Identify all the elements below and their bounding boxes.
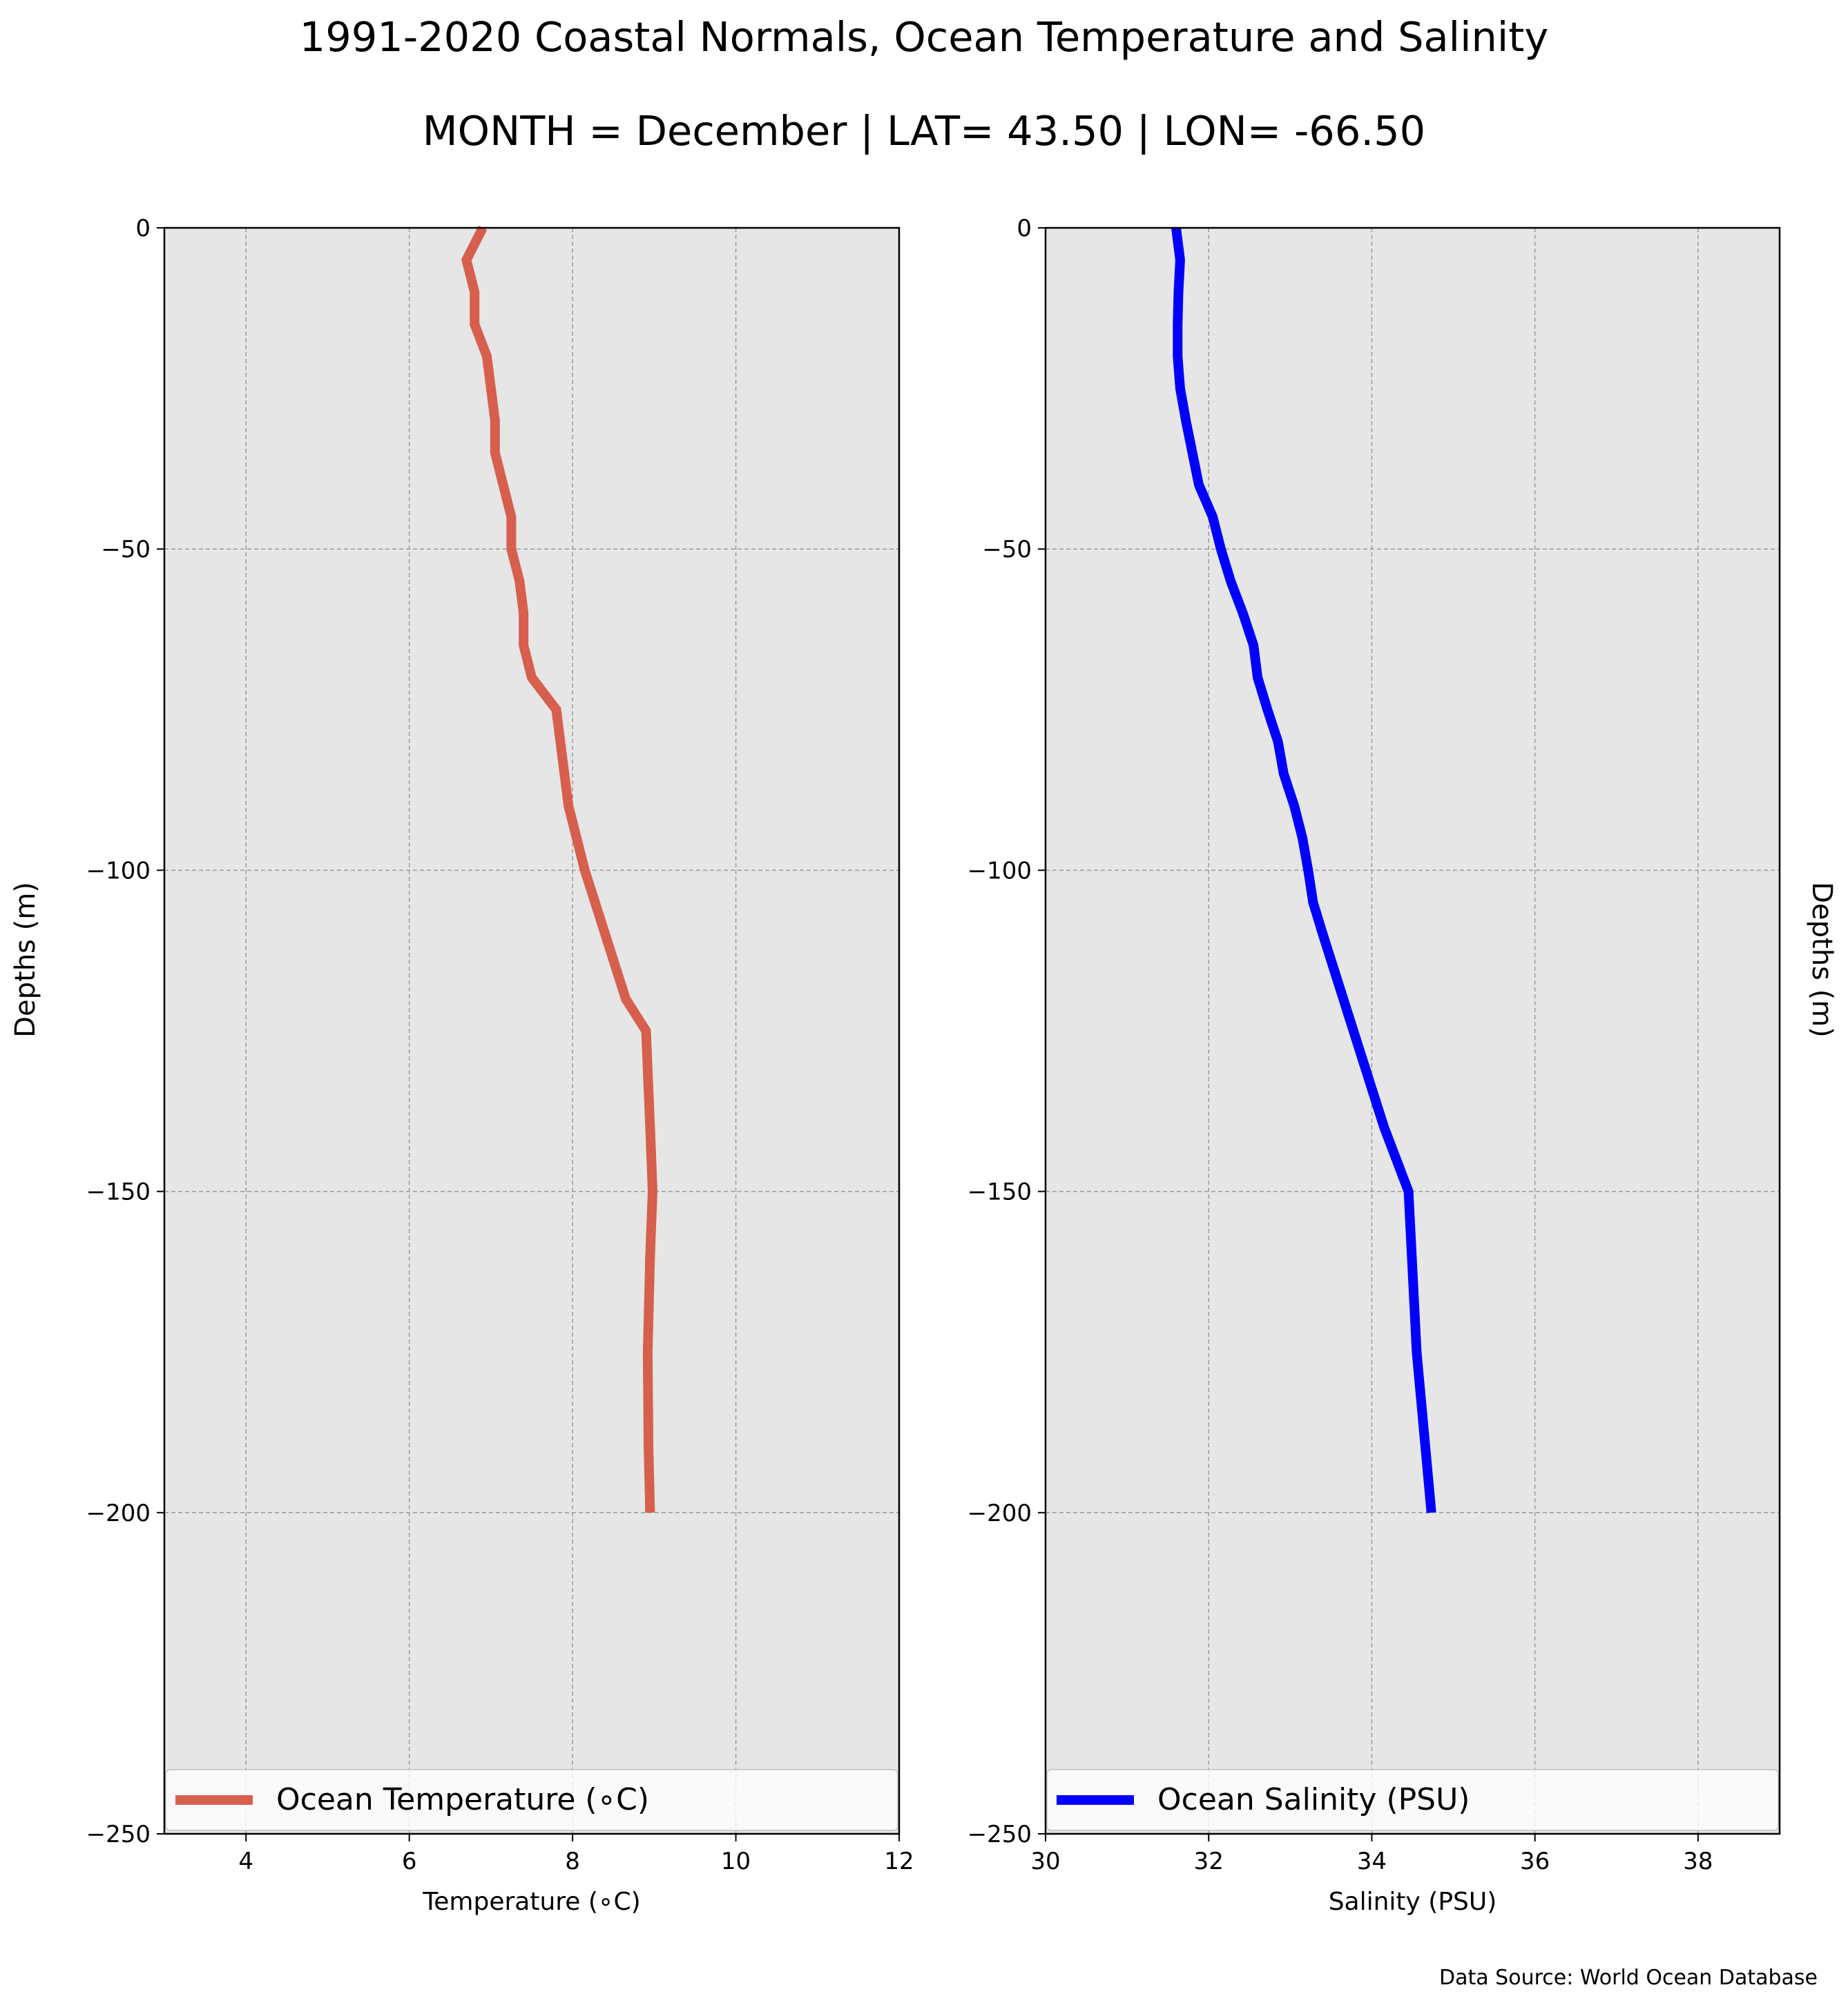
salinity-plot-area — [1046, 228, 1780, 1834]
temperature-legend: Ocean Temperature (∘C) — [165, 1769, 898, 1831]
salinity-y-tick-label: −100 — [968, 857, 1032, 884]
temperature-y-tick-label: 0 — [135, 215, 151, 242]
salinity-y-tick-label: 0 — [1017, 215, 1032, 242]
temperature-x-tick-label: 10 — [721, 1848, 751, 1875]
temperature-series-line — [461, 225, 658, 1513]
temperature-x-tick-label: 12 — [884, 1848, 914, 1875]
salinity-x-tick-label: 34 — [1357, 1848, 1387, 1875]
y-axis-label-left: Depths (m) — [10, 882, 41, 1038]
salinity-y-tick-label: −50 — [982, 536, 1032, 563]
salinity-x-tick-label: 36 — [1520, 1848, 1550, 1875]
salinity-legend: Ocean Salinity (PSU) — [1046, 1769, 1779, 1831]
temperature-y-tick-label: −100 — [86, 857, 151, 884]
salinity-x-axis-label: Salinity (PSU) — [1329, 1888, 1497, 1916]
temperature-x-tick-label: 4 — [238, 1848, 253, 1875]
temperature-legend-label: Ocean Temperature (∘C) — [276, 1782, 649, 1817]
data-source-note: Data Source: World Ocean Database — [1439, 1966, 1818, 1990]
temperature-frame — [163, 226, 901, 1835]
salinity-x-tick-label: 32 — [1194, 1848, 1224, 1875]
temperature-x-axis-label: Temperature (∘C) — [422, 1888, 640, 1916]
salinity-x-tick-label: 38 — [1683, 1848, 1713, 1875]
temperature-y-tick-label: −150 — [86, 1179, 151, 1206]
y-axis-label-right: Depths (m) — [1806, 882, 1838, 1038]
salinity-y-tick-label: −150 — [968, 1179, 1032, 1206]
temperature-y-tick-label: −50 — [101, 536, 151, 563]
chart-title: 1991-2020 Coastal Normals, Ocean Tempera… — [299, 13, 1549, 61]
temperature-panel: Ocean Temperature (∘C) 4 6 8 10 12 0 −50 −100 −15… — [86, 215, 914, 1916]
salinity-panel: Ocean Salinity (PSU) 30 32 34 36 38 0 −50 −100 −1… — [968, 215, 1781, 1916]
temperature-plot-area — [164, 228, 899, 1834]
salinity-x-tick-label: 30 — [1030, 1848, 1060, 1875]
temperature-legend-box — [165, 1769, 898, 1831]
temperature-x-tick-label: 6 — [402, 1848, 417, 1875]
temperature-y-tick-label: −250 — [86, 1821, 151, 1848]
salinity-y-tick-label: −250 — [968, 1821, 1032, 1848]
temperature-y-tick-label: −200 — [86, 1500, 151, 1527]
salinity-y-tick-label: −200 — [968, 1500, 1032, 1527]
chart-subtitle: MONTH = December | LAT= 43.50 | LON= -66… — [422, 107, 1426, 155]
salinity-legend-label: Ocean Salinity (PSU) — [1157, 1782, 1470, 1817]
salinity-frame — [1044, 226, 1781, 1835]
salinity-legend-box — [1046, 1769, 1779, 1831]
temperature-x-tick-label: 8 — [565, 1848, 580, 1875]
salinity-series-line — [1171, 227, 1436, 1513]
